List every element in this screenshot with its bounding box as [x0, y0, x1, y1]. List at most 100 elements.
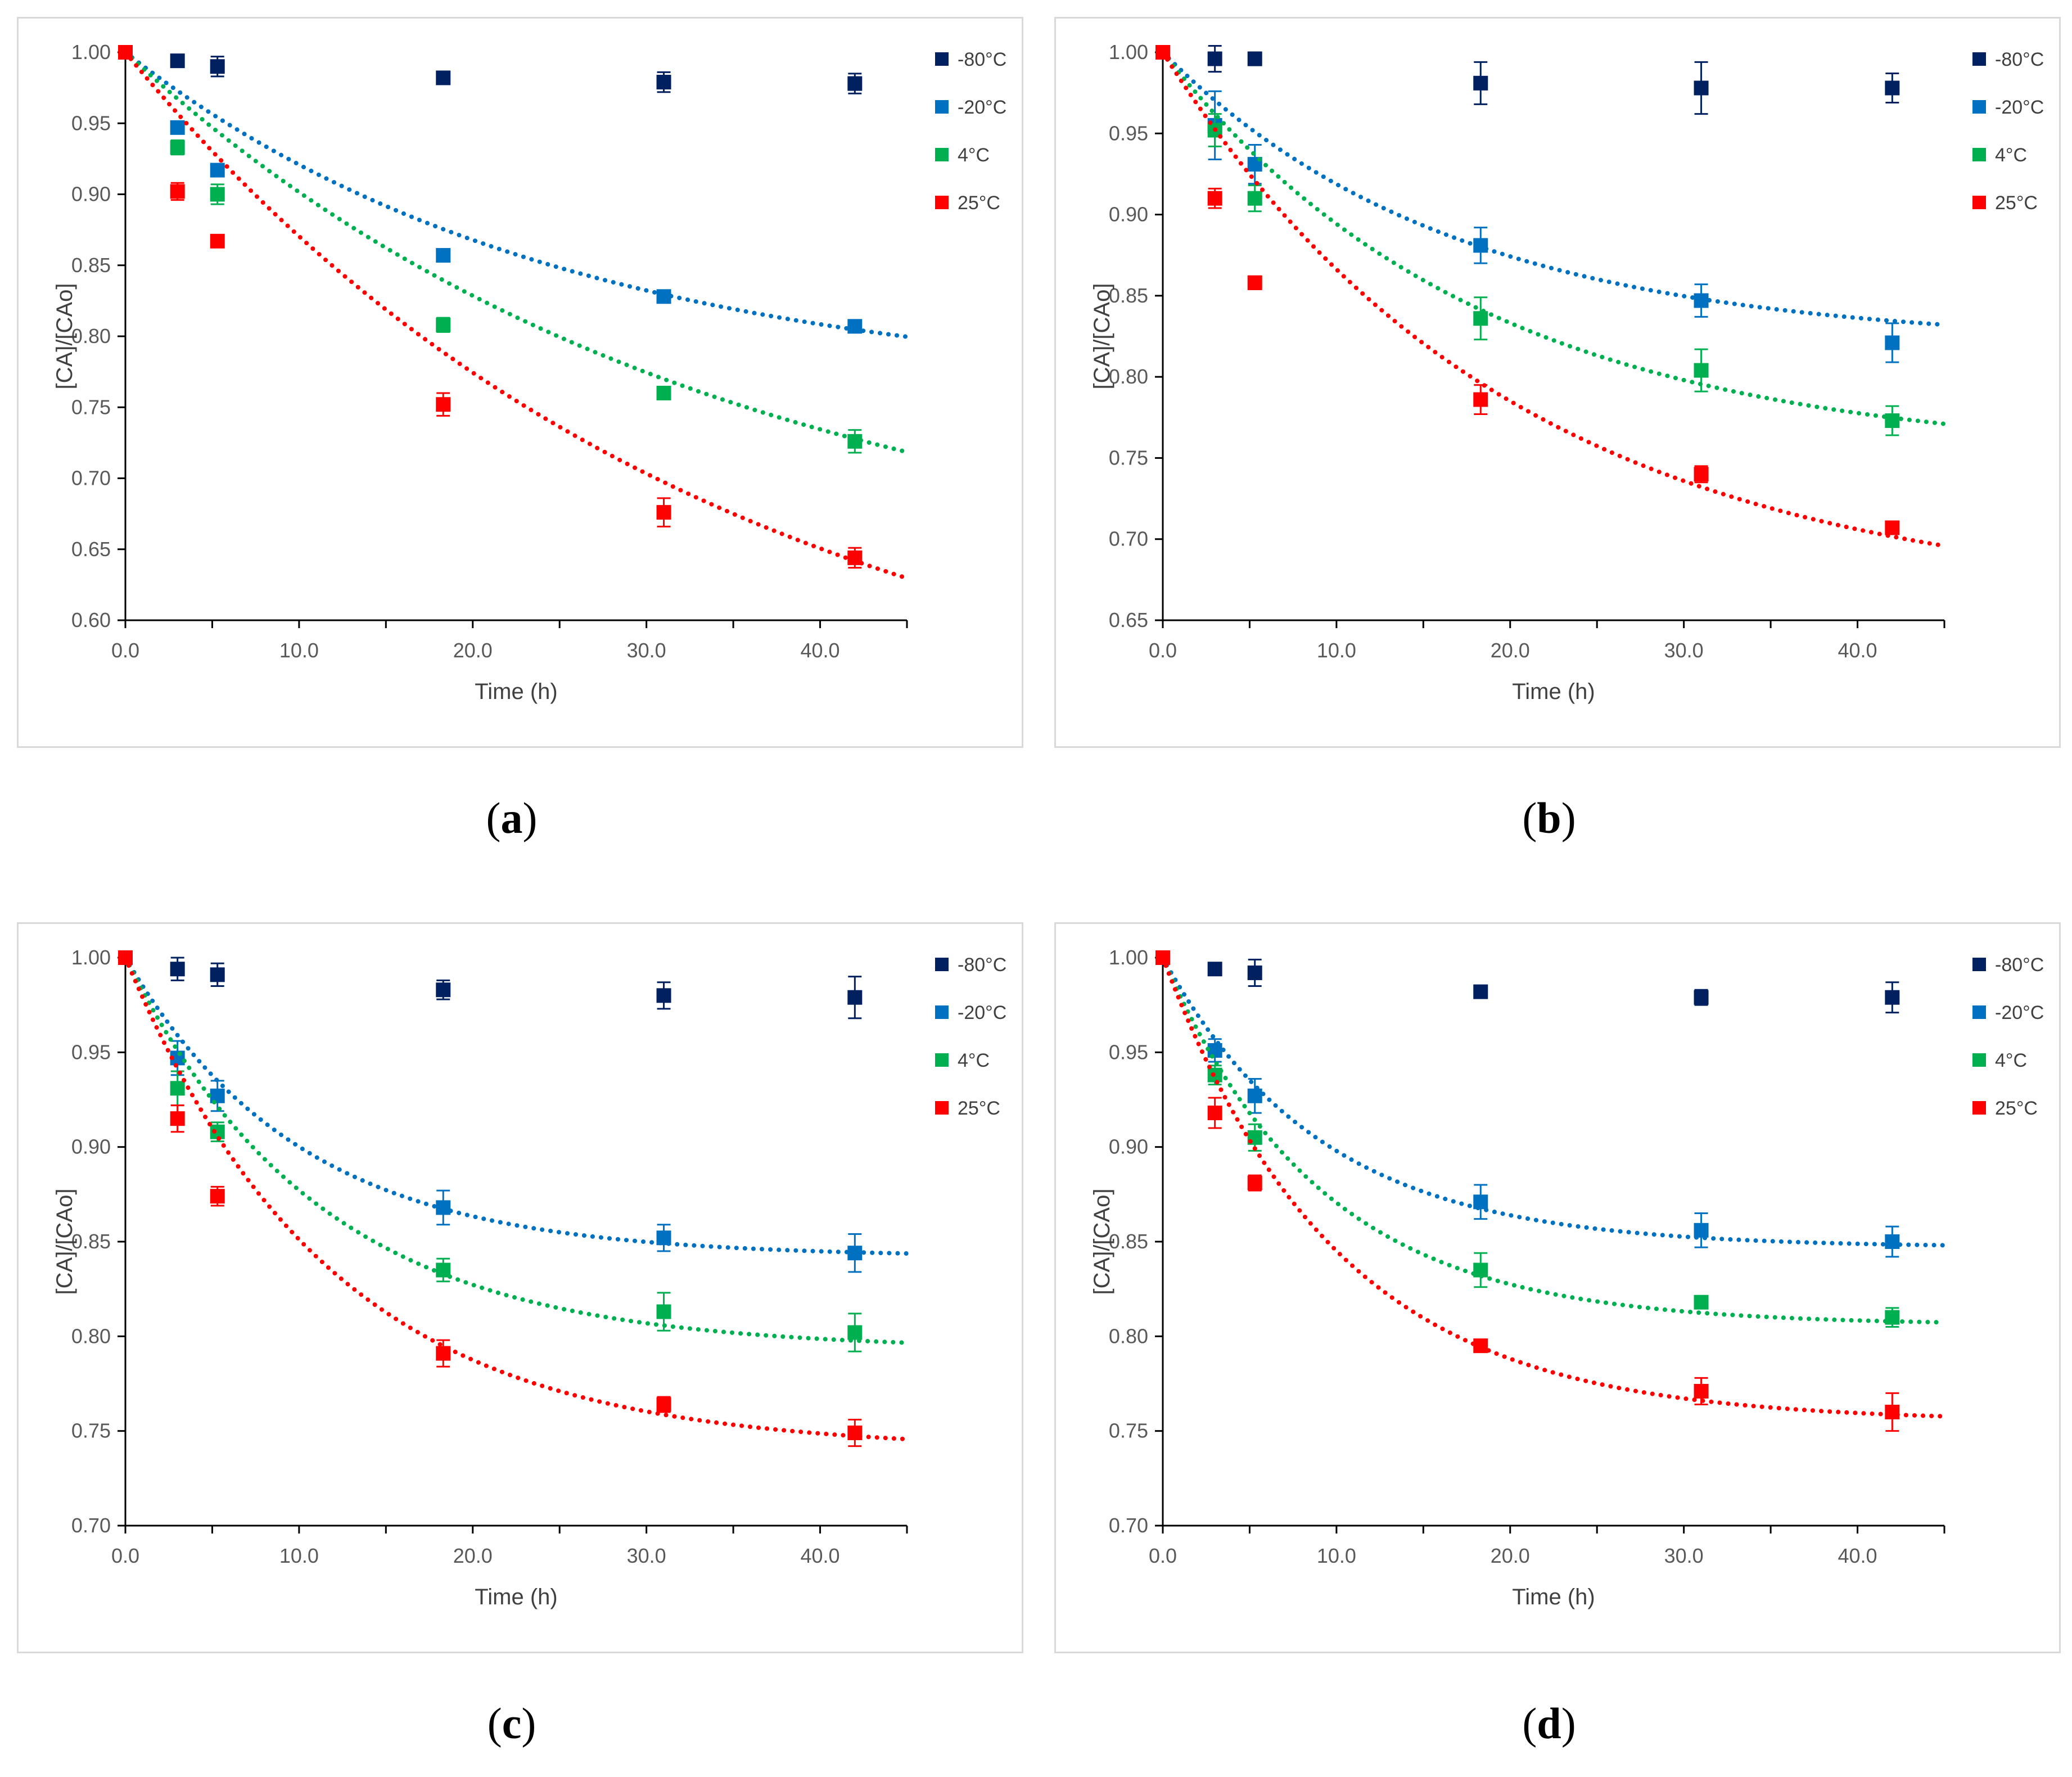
y-tick-label: 0.85	[1109, 284, 1148, 307]
data-point-4c	[1694, 1295, 1709, 1310]
caption-open: (	[1522, 1699, 1537, 1748]
x-tick-label: 0.0	[1149, 639, 1177, 662]
y-tick-label: 0.90	[71, 183, 111, 206]
caption-close: )	[521, 1699, 536, 1748]
data-point-4c	[1473, 1262, 1488, 1278]
trendline-20c	[1161, 50, 1947, 327]
x-tick-label: 40.0	[1838, 639, 1877, 662]
data-point-80c	[210, 59, 225, 74]
legend-marker-25c	[935, 1101, 949, 1115]
data-point-20c	[656, 289, 671, 304]
legend-label-25c: 25°C	[1995, 192, 2038, 214]
x-axis-title: Time (h)	[475, 679, 557, 704]
panel-caption-b: (b)	[1380, 793, 1718, 844]
legend-marker-80c	[935, 958, 949, 971]
data-point-25c	[847, 1426, 863, 1441]
x-tick-label: 20.0	[453, 639, 493, 662]
data-point-25c	[1155, 45, 1170, 60]
data-point-20c	[656, 1230, 671, 1246]
data-point-25c	[1207, 191, 1222, 206]
data-point-25c	[170, 1111, 185, 1126]
caption-letter: b	[1537, 793, 1561, 842]
caption-open: (	[486, 793, 501, 842]
data-point-20c	[1207, 1043, 1222, 1058]
legend-marker-4c	[1972, 148, 1986, 161]
data-point-80c	[1473, 75, 1488, 91]
y-tick-label: 0.95	[1109, 121, 1148, 145]
y-tick-label: 0.90	[1109, 203, 1148, 226]
legend-label-80c: -80°C	[958, 49, 1006, 70]
legend-marker-4c	[935, 1053, 949, 1067]
panel-caption-d: (d)	[1380, 1698, 1718, 1749]
trendline-4c	[1161, 50, 1947, 426]
data-point-20c	[847, 319, 863, 334]
data-point-80c	[210, 967, 225, 982]
data-point-80c	[1247, 51, 1262, 66]
legend-marker-20c	[1972, 1005, 1986, 1019]
legend-label-20c: -20°C	[1995, 1002, 2044, 1023]
caption-close: )	[1561, 1699, 1576, 1748]
x-tick-label: 10.0	[279, 639, 319, 662]
data-point-80c	[436, 982, 451, 998]
data-point-25c	[1885, 520, 1900, 535]
y-tick-label: 0.80	[1109, 365, 1148, 388]
caption-letter: d	[1537, 1699, 1561, 1748]
y-axis-title: [CA]/[CAo]	[1090, 283, 1114, 390]
data-point-80c	[170, 962, 185, 977]
legend-marker-25c	[935, 196, 949, 209]
data-point-20c	[436, 1200, 451, 1215]
data-point-4c	[656, 1304, 671, 1319]
y-tick-label: 1.00	[1109, 40, 1148, 64]
legend-marker-80c	[1972, 52, 1986, 66]
trendline-25c	[123, 50, 909, 581]
panel-caption-c: (c)	[343, 1698, 680, 1749]
data-point-20c	[847, 1246, 863, 1261]
data-point-20c	[1473, 238, 1488, 253]
data-point-4c	[170, 140, 185, 155]
trendline-4c	[123, 955, 909, 1345]
data-point-25c	[436, 397, 451, 412]
y-tick-label: 0.75	[1109, 446, 1148, 469]
data-point-25c	[1694, 1383, 1709, 1399]
y-tick-label: 0.80	[71, 1324, 111, 1347]
x-tick-label: 10.0	[279, 1544, 319, 1567]
data-point-25c	[436, 1346, 451, 1361]
data-point-4c	[847, 1325, 863, 1340]
data-point-25c	[1473, 1338, 1488, 1354]
chart-panel-c: 0.70 0.75 0.80 0.85 0.90 0.95 1.00 0.0 10.0 20.0 3…	[17, 922, 1023, 1653]
y-tick-label: 0.70	[1109, 527, 1148, 551]
x-axis-title: Time (h)	[1512, 1585, 1595, 1609]
legend-marker-20c	[935, 1005, 949, 1019]
x-tick-label: 20.0	[453, 1544, 493, 1567]
data-point-80c	[1885, 990, 1900, 1005]
data-point-4c	[1885, 413, 1900, 429]
data-point-25c	[210, 1189, 225, 1204]
legend-label-80c: -80°C	[1995, 49, 2044, 70]
legend-label-20c: -20°C	[958, 1002, 1006, 1023]
caption-letter: c	[502, 1699, 522, 1748]
data-point-20c	[1694, 1223, 1709, 1238]
x-tick-label: 20.0	[1491, 1544, 1530, 1567]
data-point-25c	[656, 505, 671, 520]
data-point-4c	[170, 1081, 185, 1096]
data-point-4c	[210, 187, 225, 202]
y-tick-label: 1.00	[1109, 946, 1148, 969]
x-tick-label: 40.0	[801, 639, 840, 662]
data-point-25c	[170, 184, 185, 199]
chart-svg-d: 0.70 0.75 0.80 0.85 0.90 0.95 1.00 0.0 10.0 20.0 3…	[1090, 946, 2044, 1609]
trendline-4c	[123, 50, 909, 454]
data-point-25c	[847, 550, 863, 565]
chart-svg-c: 0.70 0.75 0.80 0.85 0.90 0.95 1.00 0.0 10.0 20.0 3…	[52, 946, 1006, 1609]
chart-panel-b: 0.65 0.70 0.75 0.80 0.85 0.90 0.95 1.00 0.0 10.0 2…	[1054, 17, 2061, 748]
data-point-25c	[1473, 392, 1488, 407]
data-point-20c	[210, 163, 225, 178]
data-point-4c	[436, 317, 451, 332]
legend-label-25c: 25°C	[958, 192, 1000, 214]
x-tick-label: 10.0	[1317, 639, 1356, 662]
data-point-80c	[656, 988, 671, 1003]
x-tick-label: 0.0	[111, 639, 139, 662]
y-tick-label: 0.65	[1109, 608, 1148, 632]
x-tick-label: 10.0	[1317, 1544, 1356, 1567]
chart-panel-d: 0.70 0.75 0.80 0.85 0.90 0.95 1.00 0.0 10.0 20.0 3…	[1054, 922, 2061, 1653]
caption-open: (	[487, 1699, 502, 1748]
